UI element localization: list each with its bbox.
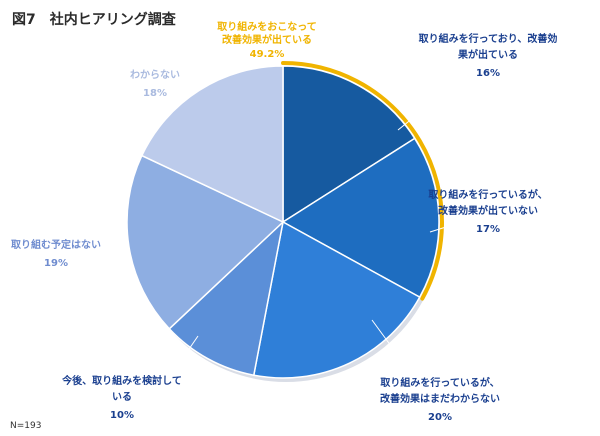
sample-size-note: N=193 [10, 421, 41, 431]
highlight-value: 49.2% [250, 49, 285, 60]
slice-value-5: 18% [143, 88, 167, 99]
slice-label-0-line-1: 果が出ている [457, 48, 518, 61]
slice-value-3: 10% [110, 410, 134, 421]
leader-line-0 [397, 71, 471, 131]
leader-line-3 [175, 335, 199, 369]
slice-label-1-line-0: 取り組みを行っているが、 [428, 188, 547, 201]
slice-value-0: 16% [476, 68, 500, 79]
highlight-label-line-0: 取り組みをおこなって [217, 20, 317, 33]
slice-label-0-line-0: 取り組みを行っており、改善効 [419, 32, 558, 45]
pie-slice-1 [281, 137, 440, 299]
slice-label-2-line-0: 取り組みを行っているが、 [380, 376, 499, 389]
pie-slice-5 [140, 65, 284, 224]
pie-slice-4 [126, 154, 285, 330]
highlight-arc [281, 61, 444, 301]
slice-label-1-line-1: 改善効果が出ていない [438, 204, 538, 217]
slice-value-1: 17% [476, 224, 500, 235]
leader-line-2 [371, 319, 411, 373]
slice-value-4: 19% [44, 258, 68, 269]
slice-label-3-line-1: いる [112, 391, 132, 403]
slice-label-2-line-1: 改善効果はまだわからない [380, 392, 500, 405]
slice-label-5-line-0: わからない [130, 69, 180, 81]
leader-line-1 [429, 221, 463, 233]
slice-label-4-line-0: 取り組む予定はない [11, 238, 101, 251]
slice-label-3-line-0: 今後、取り組みを検討して [61, 374, 182, 387]
slice-value-2: 20% [428, 412, 452, 423]
chart-title: 図7 社内ヒアリング調査 [12, 11, 177, 28]
pie-slice-2 [252, 220, 421, 379]
highlight-label-line-1: 改善効果が出ている [222, 33, 312, 46]
pie-slice-0 [282, 65, 416, 224]
